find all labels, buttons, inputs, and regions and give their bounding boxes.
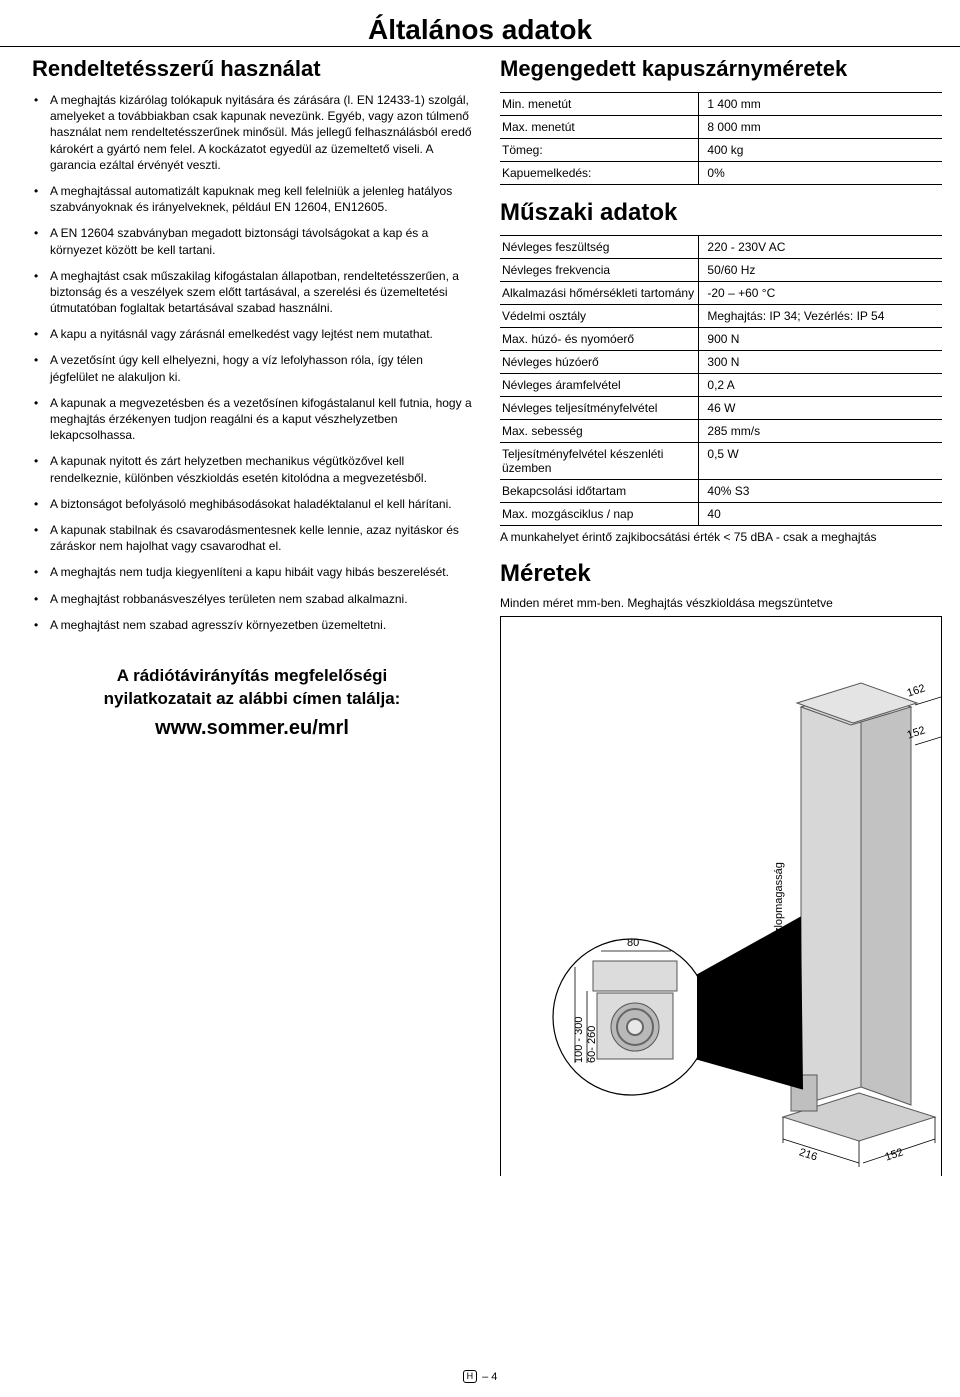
dim-detail-h1: 100 - 300 (573, 1016, 585, 1062)
footer-lang-badge: H (463, 1370, 478, 1383)
row-value: 300 N (699, 351, 942, 374)
row-label: Névleges frekvencia (500, 259, 699, 282)
row-value: 220 - 230V AC (699, 236, 942, 259)
intended-use-item: A biztonságot befolyásoló meghibásodások… (32, 496, 472, 512)
row-value: 0,2 A (699, 374, 942, 397)
intended-use-item: A meghajtással automatizált kapuknak meg… (32, 183, 472, 215)
table-row: Teljesítményfelvétel készenléti üzemben0… (500, 443, 942, 480)
row-value: 0% (699, 162, 942, 185)
row-label: Max. mozgásciklus / nap (500, 503, 699, 526)
dim-detail-w: 80 (627, 937, 639, 949)
gate-sizes-table: Min. menetút1 400 mmMax. menetút8 000 mm… (500, 92, 942, 185)
tech-data-heading: Műszaki adatok (500, 199, 942, 227)
intended-use-item: A kapunak a megvezetésben és a vezetősín… (32, 395, 472, 444)
table-row: Névleges teljesítményfelvétel46 W (500, 397, 942, 420)
table-row: Alkalmazási hőmérsékleti tartomány-20 – … (500, 282, 942, 305)
intended-use-item: A kapunak nyitott és zárt helyzetben mec… (32, 453, 472, 485)
table-row: Min. menetút1 400 mm (500, 93, 942, 116)
footer-page-number: – 4 (482, 1371, 497, 1383)
table-row: Kapuemelkedés:0% (500, 162, 942, 185)
row-label: Névleges feszültség (500, 236, 699, 259)
row-label: Névleges áramfelvétel (500, 374, 699, 397)
intended-use-item: A meghajtást csak műszakilag kifogástala… (32, 268, 472, 317)
table-row: Tömeg:400 kg (500, 139, 942, 162)
conformity-url: www.sommer.eu/mrl (32, 717, 472, 740)
row-label: Névleges teljesítményfelvétel (500, 397, 699, 420)
intended-use-item: A kapunak stabilnak és csavarodásmentesn… (32, 522, 472, 554)
dim-col-height: 1285 / 2135 (755, 957, 772, 1036)
table-row: Max. menetút8 000 mm (500, 116, 942, 139)
row-value: 46 W (699, 397, 942, 420)
table-row: Max. sebesség285 mm/s (500, 420, 942, 443)
row-value: 400 kg (699, 139, 942, 162)
table-row: Névleges feszültség220 - 230V AC (500, 236, 942, 259)
left-column: Rendeltetésszerű használat A meghajtás k… (32, 50, 472, 1176)
table-row: Névleges frekvencia50/60 Hz (500, 259, 942, 282)
intended-use-item: A meghajtást nem szabad agresszív környe… (32, 617, 472, 633)
right-column: Megengedett kapuszárnyméretek Min. menet… (500, 50, 942, 1176)
row-label: Max. menetút (500, 116, 699, 139)
intended-use-item: A meghajtást robbanásveszélyes területen… (32, 591, 472, 607)
conformity-line-1: A rádiótávirányítás megfelelőségi (32, 665, 472, 688)
row-value: 900 N (699, 328, 942, 351)
dim-col-height-note: (1250 / 2100 nettó oszlopmagasság (773, 862, 785, 1037)
row-value: 8 000 mm (699, 116, 942, 139)
row-label: Teljesítményfelvétel készenléti üzemben (500, 443, 699, 480)
row-value: -20 – +60 °C (699, 282, 942, 305)
row-value: Meghajtás: IP 34; Vezérlés: IP 54 (699, 305, 942, 328)
row-label: Max. sebesség (500, 420, 699, 443)
row-label: Bekapcsolási időtartam (500, 480, 699, 503)
row-label: Min. menetút (500, 93, 699, 116)
row-value: 1 400 mm (699, 93, 942, 116)
row-value: 40% S3 (699, 480, 942, 503)
intended-use-item: A kapu a nyitásnál vagy zárásnál emelked… (32, 326, 472, 342)
page-title: Általános adatok (32, 14, 928, 46)
intended-use-list: A meghajtás kizárólag tolókapuk nyitásár… (32, 92, 472, 633)
row-label: Kapuemelkedés: (500, 162, 699, 185)
gate-sizes-heading: Megengedett kapuszárnyméretek (500, 56, 942, 82)
page-footer: H – 4 (0, 1370, 960, 1383)
dim-detail-h2: 60- 260 (586, 1025, 598, 1062)
intended-use-item: A meghajtás nem tudja kiegyenlíteni a ka… (32, 564, 472, 580)
diagram-svg (501, 617, 941, 1176)
table-row: Névleges húzóerő300 N (500, 351, 942, 374)
header-rule (0, 46, 960, 47)
dimensions-heading: Méretek (500, 560, 942, 588)
intended-use-item: A vezetősínt úgy kell elhelyezni, hogy a… (32, 352, 472, 384)
table-row: Névleges áramfelvétel0,2 A (500, 374, 942, 397)
intended-use-item: A EN 12604 szabványban megadott biztonsá… (32, 225, 472, 257)
table-row: Max. mozgásciklus / nap40 (500, 503, 942, 526)
intended-use-item: A meghajtás kizárólag tolókapuk nyitásár… (32, 92, 472, 173)
dimensions-diagram: 1285 / 2135 (1250 / 2100 nettó oszlopmag… (500, 616, 942, 1176)
conformity-box: A rádiótávirányítás megfelelőségi nyilat… (32, 665, 472, 740)
tech-note: A munkahelyet érintő zajkibocsátási érté… (500, 530, 942, 546)
tech-data-table: Névleges feszültség220 - 230V ACNévleges… (500, 235, 942, 526)
row-label: Tömeg: (500, 139, 699, 162)
row-label: Névleges húzóerő (500, 351, 699, 374)
row-value: 50/60 Hz (699, 259, 942, 282)
dimensions-subnote: Minden méret mm-ben. Meghajtás vészkiold… (500, 596, 942, 610)
table-row: Bekapcsolási időtartam40% S3 (500, 480, 942, 503)
row-label: Alkalmazási hőmérsékleti tartomány (500, 282, 699, 305)
row-label: Max. húzó- és nyomóerő (500, 328, 699, 351)
table-row: Max. húzó- és nyomóerő900 N (500, 328, 942, 351)
row-label: Védelmi osztály (500, 305, 699, 328)
conformity-line-2: nyilatkozatait az alábbi címen találja: (32, 688, 472, 711)
table-row: Védelmi osztályMeghajtás: IP 34; Vezérlé… (500, 305, 942, 328)
row-value: 40 (699, 503, 942, 526)
row-value: 0,5 W (699, 443, 942, 480)
row-value: 285 mm/s (699, 420, 942, 443)
intended-use-heading: Rendeltetésszerű használat (32, 56, 472, 82)
